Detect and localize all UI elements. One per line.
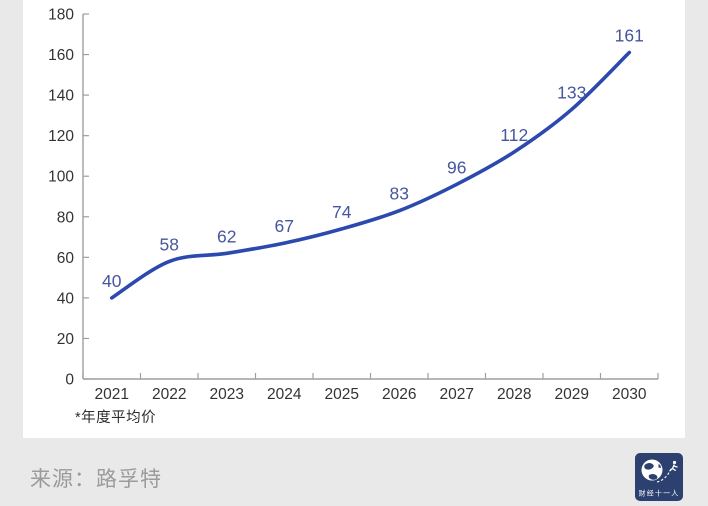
x-axis-tick-label: 2024 [267, 386, 302, 403]
x-axis-tick-label: 2022 [152, 386, 186, 403]
y-axis-tick-label: 120 [48, 128, 74, 145]
price-line-chart: 0 20 40 60 80 100 120 140 160 180 2021 2022 2023 2024… [48, 7, 659, 403]
x-axis-tick-label: 2025 [325, 386, 359, 403]
logo-text: 财经十一人 [639, 489, 680, 498]
chart-footnote: *年度平均价 [75, 410, 157, 426]
data-point-label: 67 [275, 216, 294, 236]
x-axis-tick-label: 2030 [612, 386, 647, 403]
x-axis-tick-label: 2023 [210, 386, 244, 403]
y-axis-tick-label: 60 [57, 250, 75, 267]
y-axis-tick-label: 80 [57, 209, 75, 226]
price-line-series [110, 50, 632, 300]
data-point-label: 58 [160, 234, 179, 254]
y-axis-tick-label: 180 [48, 7, 74, 24]
data-point-label: 133 [557, 82, 586, 102]
data-point-label: 83 [390, 184, 409, 204]
data-point-label: 96 [447, 157, 466, 177]
x-axis-tick-label: 2026 [382, 386, 416, 403]
y-axis-tick-label: 20 [57, 331, 75, 348]
x-axis-tick-label: 2029 [555, 386, 589, 403]
brand-logo-graphic: 财经十一人 [639, 459, 680, 498]
y-axis-tick-label: 40 [57, 290, 75, 307]
x-axis-tick-label: 2027 [440, 386, 474, 403]
source-label: 来源：路孚特 [30, 468, 162, 491]
brand-logo: 财经十一人 [635, 453, 683, 501]
runner-icon [669, 460, 678, 472]
data-point-label: 112 [500, 125, 528, 145]
y-axis-tick-label: 140 [48, 88, 74, 105]
globe-icon [641, 459, 663, 481]
data-point-label: 40 [102, 271, 122, 291]
data-point-label: 62 [217, 226, 236, 246]
chart-card: 0 20 40 60 80 100 120 140 160 180 2021 2022 2023 2024… [23, 0, 685, 438]
y-axis-tick-label: 0 [65, 372, 74, 389]
x-axis-tick-label: 2028 [497, 386, 531, 403]
data-point-label: 74 [332, 202, 352, 222]
y-axis-tick-label: 100 [48, 169, 74, 186]
data-point-label: 161 [615, 26, 644, 46]
x-axis-tick-label: 2021 [95, 386, 129, 403]
y-axis-tick-label: 160 [48, 47, 74, 64]
